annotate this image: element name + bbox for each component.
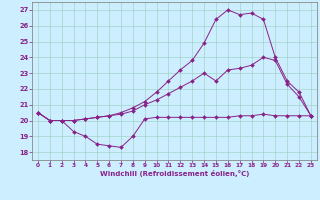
X-axis label: Windchill (Refroidissement éolien,°C): Windchill (Refroidissement éolien,°C) [100, 170, 249, 177]
